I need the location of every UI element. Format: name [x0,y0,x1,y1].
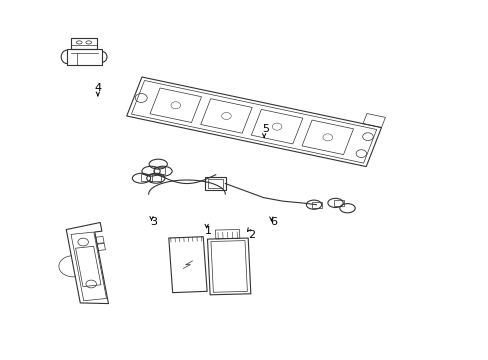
Bar [205,177,226,190]
Text: 1: 1 [204,226,212,236]
Text: 2: 2 [247,230,255,240]
Text: 3: 3 [150,217,157,227]
Text: 5: 5 [262,124,269,134]
Bar [149,174,161,181]
Bar [333,200,343,207]
Text: 6: 6 [269,217,276,227]
Bar [311,202,321,208]
Text: 4: 4 [95,83,102,93]
Bar [154,167,165,174]
Bar [141,174,152,181]
Bar [208,179,223,188]
